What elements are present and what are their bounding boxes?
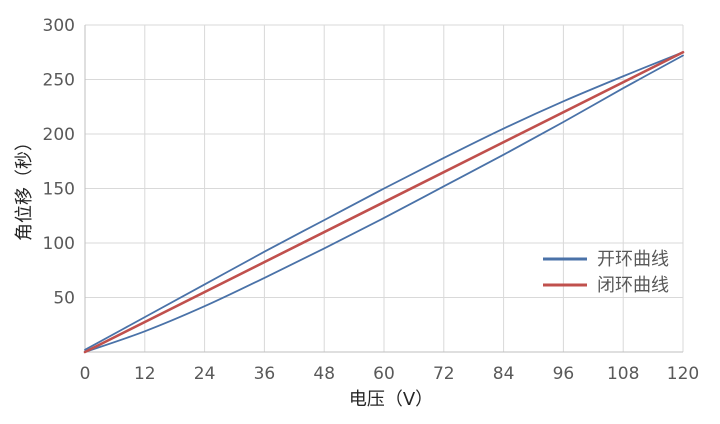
y-tick-label: 200 bbox=[43, 125, 75, 145]
x-tick-label: 0 bbox=[80, 364, 91, 384]
closed-loop-line bbox=[83, 50, 685, 354]
x-tick-label: 120 bbox=[667, 364, 699, 384]
y-tick-label: 100 bbox=[43, 234, 75, 254]
x-tick-label: 96 bbox=[553, 364, 575, 384]
legend-label: 闭环曲线 bbox=[597, 275, 669, 296]
open-loop-line-upper bbox=[84, 51, 684, 351]
x-tick-label: 108 bbox=[607, 364, 639, 384]
x-tick-label: 72 bbox=[433, 364, 455, 384]
axes bbox=[84, 25, 683, 353]
tick-labels: 0 12 24 36 48 60 72 84 96 108 120 50 100 150 200 250 300 bbox=[43, 16, 700, 384]
y-tick-label: 300 bbox=[43, 16, 75, 36]
x-tick-label: 60 bbox=[373, 364, 395, 384]
series-lines bbox=[83, 50, 685, 354]
x-tick-label: 12 bbox=[134, 364, 156, 384]
legend-label: 开环曲线 bbox=[597, 249, 669, 270]
x-tick-label: 36 bbox=[254, 364, 276, 384]
x-tick-label: 84 bbox=[493, 364, 515, 384]
open-loop-line-lower bbox=[84, 54, 684, 353]
x-tick-label: 24 bbox=[194, 364, 216, 384]
x-tick-label: 48 bbox=[313, 364, 335, 384]
y-tick-label: 150 bbox=[43, 180, 75, 200]
x-axis-title: 电压（V） bbox=[349, 389, 433, 410]
y-tick-label: 250 bbox=[43, 71, 75, 91]
y-tick-label: 50 bbox=[53, 289, 75, 309]
y-axis-title: 角位移（秒） bbox=[14, 133, 35, 241]
